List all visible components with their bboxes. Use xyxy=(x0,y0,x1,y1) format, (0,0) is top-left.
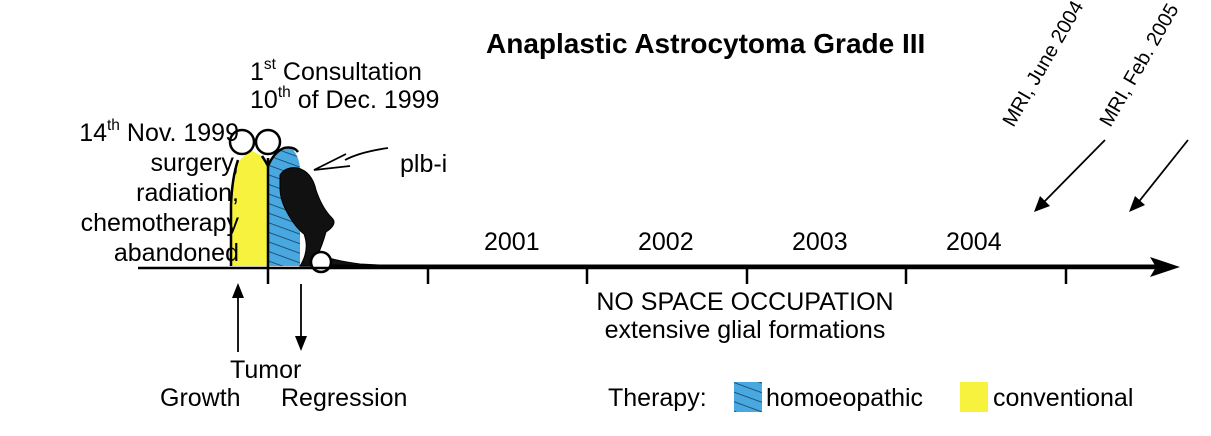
regression-label: Regression xyxy=(281,384,408,412)
diagram-title: Anaplastic Astrocytoma Grade III xyxy=(486,28,926,59)
legend-title: Therapy: xyxy=(608,384,707,412)
legend-swatch-homoeopathic xyxy=(734,382,762,412)
regression-arrow-head xyxy=(295,336,307,351)
plb-pointer-head xyxy=(313,153,351,171)
growth-label: Growth xyxy=(160,384,241,412)
tumor-label: Tumor xyxy=(230,356,302,384)
year-label-2003: 2003 xyxy=(792,228,848,256)
conventional-therapy-area xyxy=(231,150,268,266)
mri-feb-2005-arrow xyxy=(1136,139,1189,205)
year-label-2004: 2004 xyxy=(946,228,1002,256)
year-label-2002: 2002 xyxy=(638,228,694,256)
plb-pointer-line xyxy=(344,147,389,161)
growth-arrow-head xyxy=(232,283,244,298)
circle-consultation-marker xyxy=(254,128,282,156)
legend-label-homoeopathic: homoeopathic xyxy=(766,384,924,412)
consultation-label: 1st Consultation 10th of Dec. 1999 xyxy=(250,55,440,114)
mri-feb-2005-arrow-head xyxy=(1129,196,1145,212)
year-label-2001: 2001 xyxy=(484,228,540,256)
circle-surgery-marker xyxy=(228,128,256,156)
plb-label: plb-i xyxy=(400,150,448,178)
no-space-note: NO SPACE OCCUPATION extensive glial form… xyxy=(596,288,894,344)
legend-label-conventional: conventional xyxy=(993,384,1134,412)
surgery-note: 14th Nov. 1999 surgery, radiation, chemo… xyxy=(79,116,239,267)
timeline-arrow-head xyxy=(1150,257,1180,277)
mri-june-2004-arrow-head xyxy=(1034,196,1050,212)
plb-regression-mass xyxy=(279,167,401,267)
legend-swatch-conventional xyxy=(960,382,988,412)
tumor-outline xyxy=(229,146,300,266)
mri-june-2004-arrow xyxy=(1041,139,1106,205)
